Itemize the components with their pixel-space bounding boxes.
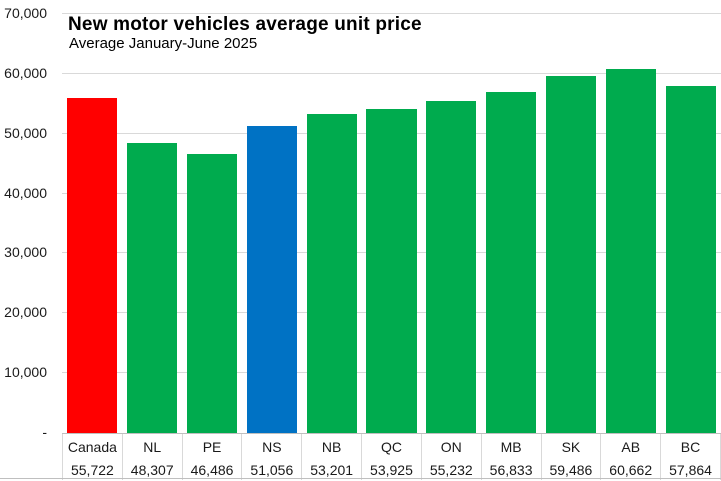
value-row: 55,722 48,307 46,486 51,056 53,201 53,925 55,2… bbox=[62, 459, 721, 480]
gridline bbox=[62, 13, 721, 14]
y-axis-tick-label: 30,000 bbox=[4, 244, 47, 260]
category-label-qc: QC bbox=[361, 434, 421, 459]
category-label-nb: NB bbox=[301, 434, 361, 459]
category-label-mb: MB bbox=[480, 434, 541, 459]
y-axis-tick-label: 70,000 bbox=[4, 5, 47, 21]
category-label-sk: SK bbox=[540, 434, 601, 459]
value-label-ns: 51,056 bbox=[241, 459, 301, 480]
bar-bc bbox=[666, 85, 717, 433]
value-label-bc: 57,864 bbox=[660, 459, 721, 480]
bar-on bbox=[426, 101, 477, 433]
value-label-sk: 59,486 bbox=[540, 459, 601, 480]
gridline bbox=[62, 73, 721, 74]
value-label-ab: 60,662 bbox=[600, 459, 660, 480]
value-label-nb: 53,201 bbox=[301, 459, 361, 480]
value-label-on: 55,232 bbox=[420, 459, 481, 480]
chart-subtitle: Average January-June 2025 bbox=[69, 35, 258, 52]
bar-pe bbox=[186, 153, 237, 433]
value-label-canada: 55,722 bbox=[62, 459, 122, 480]
chart-title: New motor vehicles average unit price bbox=[68, 14, 422, 35]
category-label-ns: NS bbox=[241, 434, 301, 459]
y-axis-tick-label: 10,000 bbox=[4, 364, 47, 380]
bar-nb bbox=[306, 113, 357, 433]
bar-mb bbox=[486, 91, 537, 433]
bar-qc bbox=[366, 109, 417, 433]
category-label-bc: BC bbox=[660, 434, 721, 459]
y-axis-tick-label: 60,000 bbox=[4, 65, 47, 81]
bar-nl bbox=[126, 142, 177, 433]
category-label-ab: AB bbox=[600, 434, 660, 459]
category-label-on: ON bbox=[420, 434, 481, 459]
category-label-canada: Canada bbox=[62, 434, 122, 459]
value-label-qc: 53,925 bbox=[361, 459, 421, 480]
data-table: Canada NL PE NS NB QC ON MB SK AB BC 55,722 48,307 4… bbox=[62, 433, 721, 480]
bar-ns bbox=[246, 126, 297, 433]
category-row: Canada NL PE NS NB QC ON MB SK AB BC bbox=[62, 434, 721, 459]
bar-sk bbox=[546, 75, 597, 433]
value-label-nl: 48,307 bbox=[121, 459, 182, 480]
table-bottom-border bbox=[0, 478, 721, 479]
category-label-nl: NL bbox=[121, 434, 182, 459]
y-axis-tick-label: 50,000 bbox=[4, 125, 47, 141]
category-label-pe: PE bbox=[181, 434, 242, 459]
y-axis-tick-label: 20,000 bbox=[4, 304, 47, 320]
y-axis-tick-label: 40,000 bbox=[4, 185, 47, 201]
bar-ab bbox=[606, 68, 657, 433]
bar-canada bbox=[66, 98, 117, 433]
value-label-mb: 56,833 bbox=[480, 459, 541, 480]
value-label-pe: 46,486 bbox=[181, 459, 242, 480]
y-axis-tick-label: - bbox=[42, 424, 47, 440]
